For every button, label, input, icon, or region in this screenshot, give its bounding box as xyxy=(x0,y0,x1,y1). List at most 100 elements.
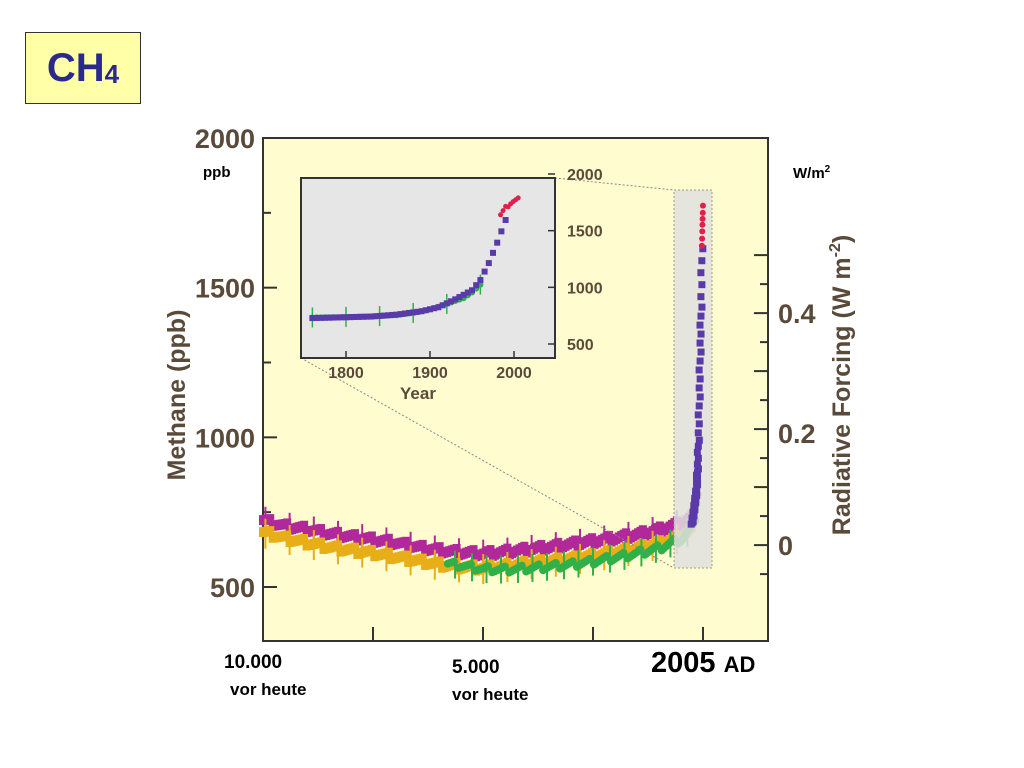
data-point xyxy=(571,550,580,561)
inset-y-tick-label: 500 xyxy=(567,337,594,354)
inset-data-point xyxy=(343,314,349,321)
data-point xyxy=(500,562,509,571)
data-point xyxy=(484,562,493,571)
inset-x-tick-label: 2000 xyxy=(496,365,532,382)
inset-data-point xyxy=(351,314,358,321)
y-tick-label: 2000 xyxy=(195,124,255,154)
inset-data-point xyxy=(443,300,450,307)
right-unit-text: W/m xyxy=(793,165,825,182)
inset-data-point xyxy=(481,268,488,275)
inset-data-point xyxy=(515,195,521,201)
data-point xyxy=(697,312,705,320)
data-point xyxy=(300,534,309,545)
data-point xyxy=(696,357,704,365)
data-point xyxy=(571,535,580,546)
x-label-5000-sub: vor heute xyxy=(452,685,529,704)
data-point xyxy=(697,269,705,277)
inset-data-point xyxy=(473,282,480,289)
data-point xyxy=(367,544,376,555)
inset-data-point xyxy=(498,228,505,235)
data-point xyxy=(697,293,705,301)
inset-data-point xyxy=(452,296,459,303)
data-point xyxy=(266,514,275,525)
inset-data-point xyxy=(464,289,471,296)
inset-x-tick-label: 1900 xyxy=(412,365,448,382)
right-unit-label: W/m2 xyxy=(793,164,830,182)
data-point xyxy=(283,518,292,529)
data-point xyxy=(696,339,704,347)
inset-x-axis-title: Year xyxy=(400,384,436,403)
data-point xyxy=(699,235,706,242)
zoom-region-marks xyxy=(687,202,707,528)
data-point xyxy=(699,202,706,209)
y2-axis-title-exp: -2 xyxy=(827,243,844,257)
data-point xyxy=(695,384,703,392)
inset-data-point xyxy=(322,314,328,321)
inset-background xyxy=(300,177,556,359)
y2-tick-label: 0.2 xyxy=(778,419,816,449)
data-point xyxy=(699,215,706,222)
inset-data-point xyxy=(431,305,438,312)
inset-data-point xyxy=(355,313,362,320)
data-point xyxy=(695,420,703,428)
data-point xyxy=(486,545,495,556)
slide-title: CH 4 xyxy=(25,32,141,104)
inset-data-point xyxy=(485,260,492,267)
x-label-5000: 5.000 xyxy=(452,657,500,678)
data-point xyxy=(605,530,614,541)
x-label-10000: 10.000 xyxy=(224,652,283,673)
inset-data-point xyxy=(456,294,463,301)
inset-data-point xyxy=(500,208,506,214)
data-point xyxy=(520,541,529,552)
inset-data-point xyxy=(364,313,370,320)
inset-axes: 500 1000 1500 2000 1800 1900 2000 Year xyxy=(328,167,602,403)
data-point xyxy=(699,228,706,235)
data-point xyxy=(551,558,560,567)
connector-line-bottom xyxy=(300,357,675,569)
data-point xyxy=(698,242,705,249)
inset-data-point xyxy=(372,313,379,320)
data-point xyxy=(517,561,526,570)
data-point xyxy=(317,524,326,535)
data-point xyxy=(401,536,410,547)
left-unit-label: ppb xyxy=(203,164,231,181)
inset-data-point xyxy=(376,312,383,319)
data-point xyxy=(694,465,702,473)
title-subscript: 4 xyxy=(104,58,120,89)
data-point xyxy=(694,429,702,437)
inset-data-point xyxy=(498,212,504,218)
inset-data-point xyxy=(338,314,345,321)
data-point xyxy=(520,555,529,566)
inset-y-tick-label: 1000 xyxy=(567,280,603,297)
data-point xyxy=(469,545,478,556)
inset-y-tick-label: 1500 xyxy=(567,224,603,241)
data-point xyxy=(588,533,597,544)
data-point xyxy=(300,520,309,531)
inset-data-point xyxy=(406,309,412,316)
inset-data-point xyxy=(414,308,421,315)
data-point xyxy=(435,556,444,567)
data-point xyxy=(568,557,577,566)
y-tick-label: 500 xyxy=(210,573,255,603)
data-point xyxy=(554,552,563,563)
data-point xyxy=(622,528,630,539)
main-data-marks xyxy=(259,434,704,585)
inset-data-point xyxy=(448,298,454,305)
data-point xyxy=(696,321,704,329)
data-point xyxy=(367,531,376,542)
data-point xyxy=(694,411,702,419)
data-point xyxy=(638,538,647,549)
data-point xyxy=(655,535,664,546)
inset-data-point xyxy=(410,309,417,316)
y-tick-label: 1500 xyxy=(195,274,255,304)
data-point xyxy=(585,554,594,563)
x-label-2005-year: 2005 xyxy=(651,647,716,679)
y-axis-title: Methane (ppb) xyxy=(163,310,191,481)
data-point xyxy=(384,547,393,558)
data-point xyxy=(698,303,706,311)
data-point xyxy=(350,542,359,553)
inset-data-point xyxy=(439,302,446,309)
data-point xyxy=(696,393,704,401)
data-point xyxy=(350,529,359,540)
inset-data-marks xyxy=(309,195,521,328)
